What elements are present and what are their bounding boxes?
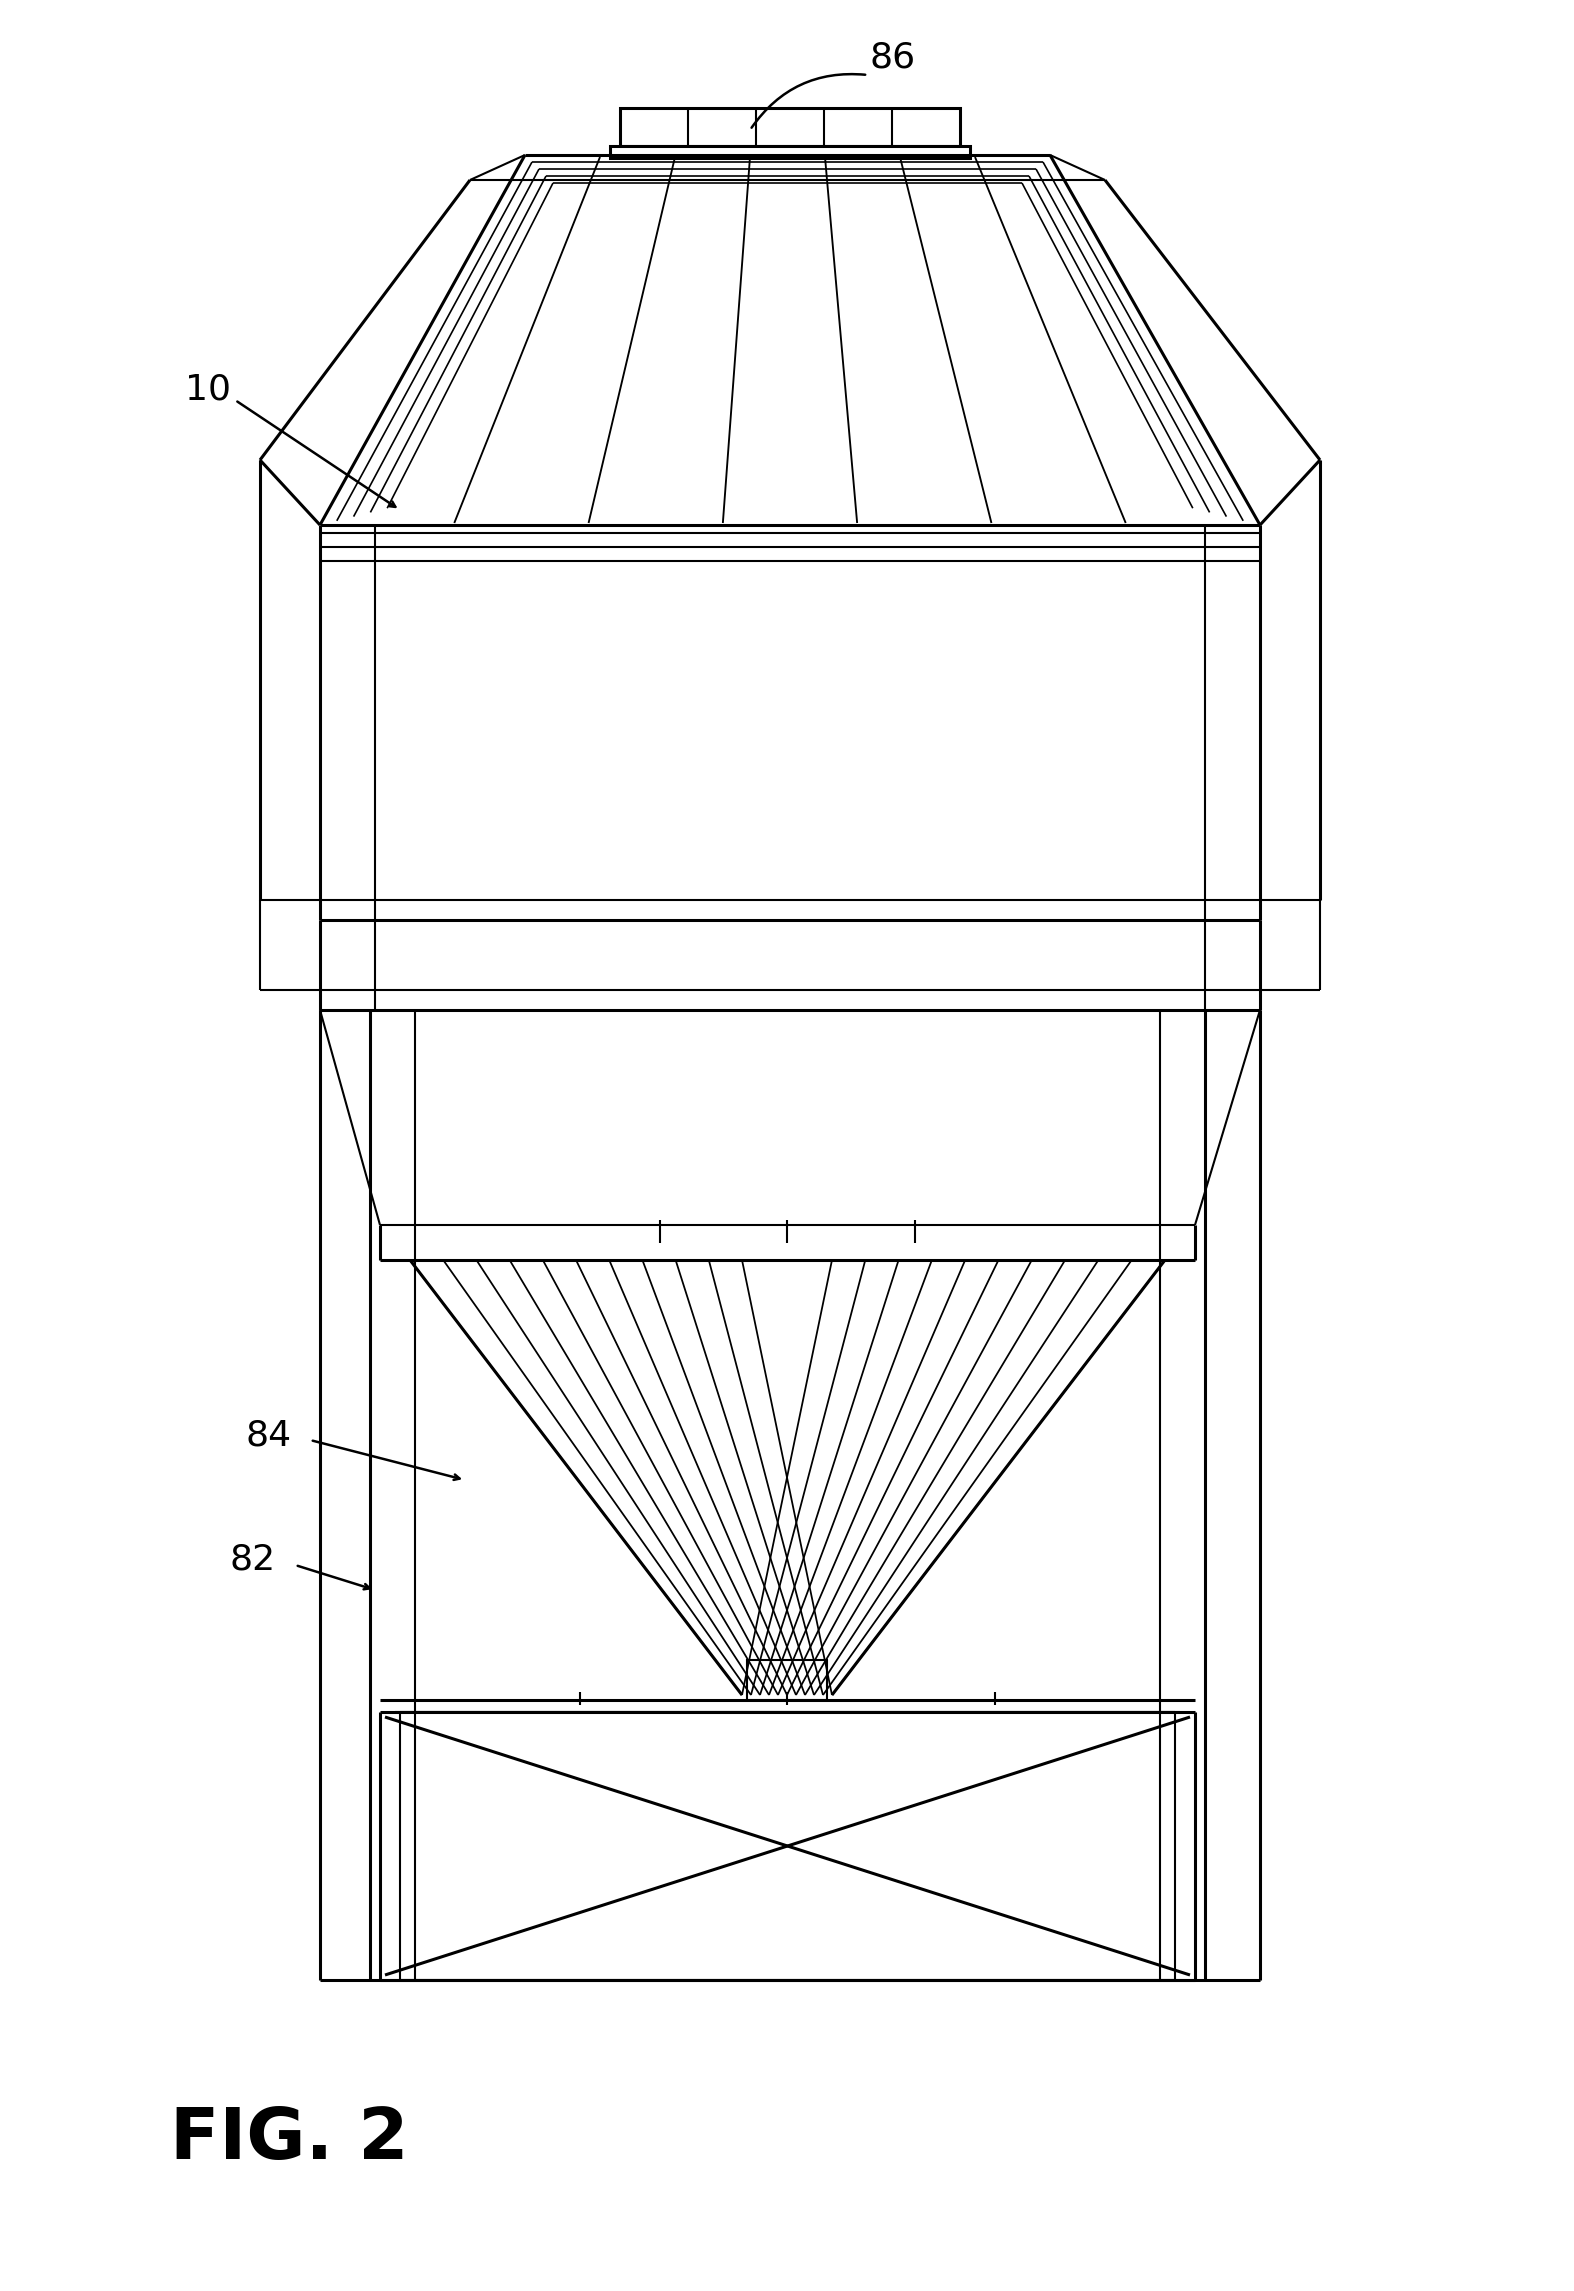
Text: FIG. 2: FIG. 2 <box>170 2105 409 2174</box>
Text: 84: 84 <box>246 1418 291 1452</box>
Text: 10: 10 <box>186 373 231 408</box>
Text: 86: 86 <box>870 41 916 76</box>
Bar <box>611 147 970 158</box>
Bar <box>620 108 960 147</box>
Bar <box>748 1661 826 1700</box>
Text: 82: 82 <box>230 1544 275 1576</box>
